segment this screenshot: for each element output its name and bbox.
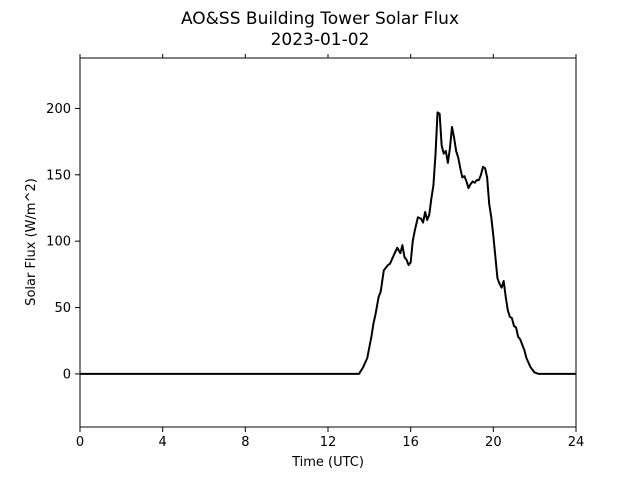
y-ticks: 0 50 100 150 200 [46,102,80,382]
x-tick-label: 16 [402,435,419,450]
x-tick-label: 4 [159,435,167,450]
y-tick-label: 150 [46,168,71,183]
x-tick-label: 20 [485,435,502,450]
x-tick-label: 0 [76,435,84,450]
y-tick-label: 50 [54,301,71,316]
chart-title: AO&SS Building Tower Solar Flux [181,9,459,29]
x-tick-label: 8 [241,435,249,450]
plot-area-frame [79,57,577,428]
x-tick-label: 24 [568,435,585,450]
y-tick-label: 0 [63,367,71,382]
y-tick-label: 200 [46,102,71,117]
x-axis-label: Time (UTC) [291,455,364,470]
x-ticks: 0 4 8 12 16 20 24 [76,54,584,450]
y-tick-label: 100 [46,235,71,250]
x-tick-label: 12 [320,435,337,450]
y-axis-label: Solar Flux (W/m^2) [24,178,39,306]
series-line [80,111,576,375]
chart-subtitle: 2023-01-02 [271,30,370,50]
